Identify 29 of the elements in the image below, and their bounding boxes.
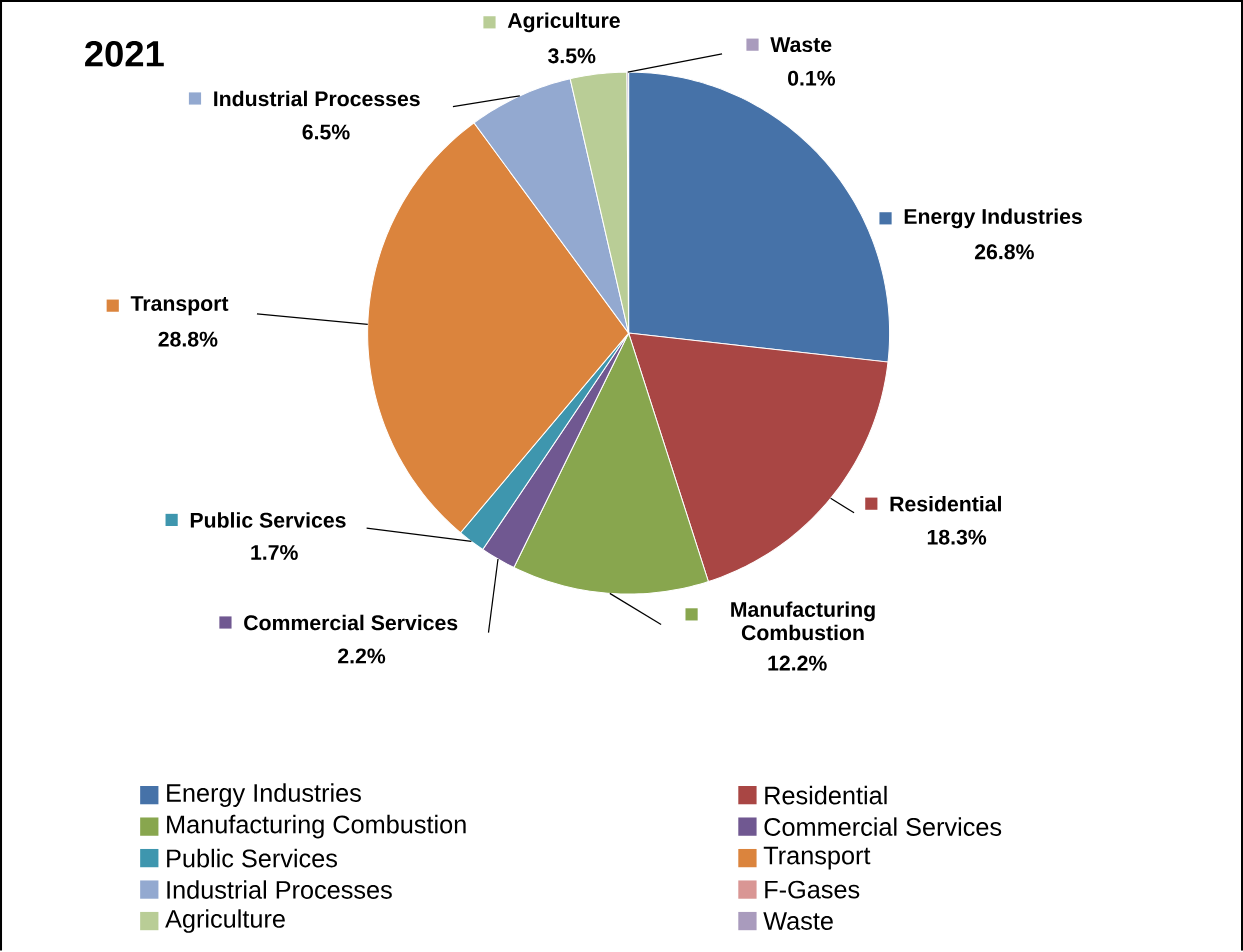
data-label: 28.8%	[158, 331, 218, 347]
category-label: Agriculture	[165, 909, 285, 934]
text: 2021	[85, 41, 164, 67]
data-label: 1.7%	[251, 545, 298, 561]
data-label: 26.8%	[974, 244, 1034, 260]
category-label: Public Services	[167, 849, 337, 868]
legend-label: Commercial Services	[244, 614, 458, 631]
category-label: Waste	[763, 912, 833, 931]
category-label: Transport	[763, 847, 871, 870]
category-label: Commercial Services	[764, 817, 1002, 837]
legend-label: Transport	[130, 296, 229, 316]
legend-label: Residential	[890, 496, 1001, 512]
category-label: Energy Industries	[167, 783, 361, 808]
data-label: 3.5%	[548, 48, 596, 64]
legend-label: Manufacturing Combustion	[731, 601, 875, 641]
category-label: Industrial Processes	[167, 880, 392, 900]
data-label: 0.1%	[788, 70, 836, 86]
data-label: 12.2%	[768, 655, 827, 671]
legend-label: Industrial Processes	[214, 90, 420, 107]
legend-label: Public Services	[190, 512, 346, 528]
data-label: 2.2%	[338, 648, 386, 664]
category-label: Manufacturing Combustion	[167, 815, 466, 839]
data-label: 6.5%	[302, 124, 350, 140]
legend-label: F-Gases	[765, 880, 860, 899]
legend-label: Energy Industries	[904, 208, 1082, 229]
legend-label: Waste	[770, 37, 832, 53]
legend-label: Agriculture	[507, 12, 620, 33]
data-label: 18.3%	[927, 529, 987, 545]
category-label: Residential	[765, 786, 887, 805]
